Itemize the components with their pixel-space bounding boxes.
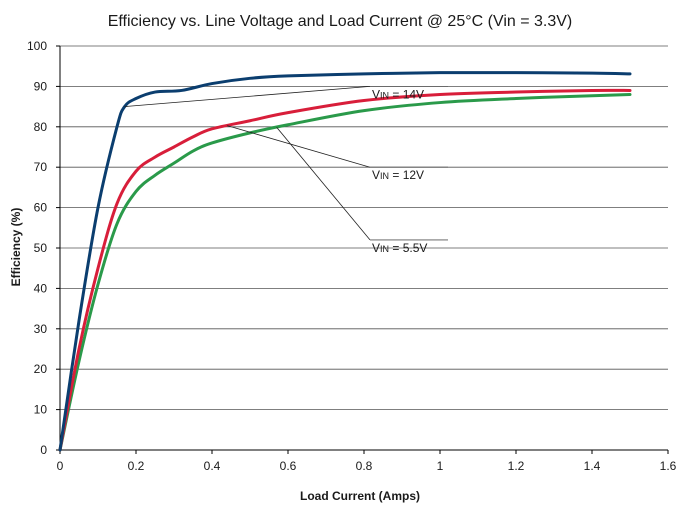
y-tick-label: 10: [34, 403, 48, 417]
y-tick-label: 60: [34, 201, 48, 215]
y-tick-label: 80: [34, 120, 48, 134]
x-tick-label: 1.4: [584, 459, 601, 473]
annotations: VIN = 14V VIN = 12V VIN = 5.5V: [124, 86, 448, 255]
y-axis-label: Efficiency (%): [9, 208, 23, 287]
y-tick-label: 70: [34, 160, 48, 174]
x-tick-label: 0.6: [280, 459, 297, 473]
x-tick-label: 1: [437, 459, 444, 473]
x-tick-label: 0.4: [204, 459, 221, 473]
y-tick-labels: 0 10 20 30 40 50 60 70 80 90 100: [27, 39, 60, 457]
series-line-0: [58, 71, 632, 452]
y-tick-label: 40: [34, 281, 48, 295]
annotation-label: VIN = 5.5V: [372, 241, 427, 255]
annotation-label: VIN = 12V: [372, 168, 424, 182]
series-line-1: [58, 88, 632, 452]
annotation-label: VIN = 14V: [372, 87, 424, 101]
y-tick-label: 0: [40, 443, 47, 457]
y-tick-label: 90: [34, 79, 48, 93]
y-tick-label: 100: [27, 39, 47, 53]
x-axis-label: Load Current (Amps): [300, 489, 420, 503]
series-line-2: [58, 92, 632, 452]
x-tick-label: 0.8: [356, 459, 373, 473]
x-tick-label: 0.2: [128, 459, 145, 473]
y-tick-label: 20: [34, 362, 48, 376]
x-tick-label: 1.2: [508, 459, 525, 473]
annotation-leader: [276, 126, 371, 241]
x-tick-label: 0: [57, 459, 64, 473]
annotation-leader: [227, 125, 371, 168]
y-tick-label: 30: [34, 322, 48, 336]
y-tick-label: 50: [34, 241, 48, 255]
x-tick-labels: 0 0.2 0.4 0.6 0.8 1 1.2 1.4 1.6: [57, 450, 677, 473]
annotation-leader: [124, 86, 371, 107]
x-tick-label: 1.6: [660, 459, 677, 473]
chart-title: Efficiency vs. Line Voltage and Load Cur…: [108, 13, 573, 30]
series-lines: [58, 71, 632, 452]
grid-lines: [60, 45, 668, 451]
